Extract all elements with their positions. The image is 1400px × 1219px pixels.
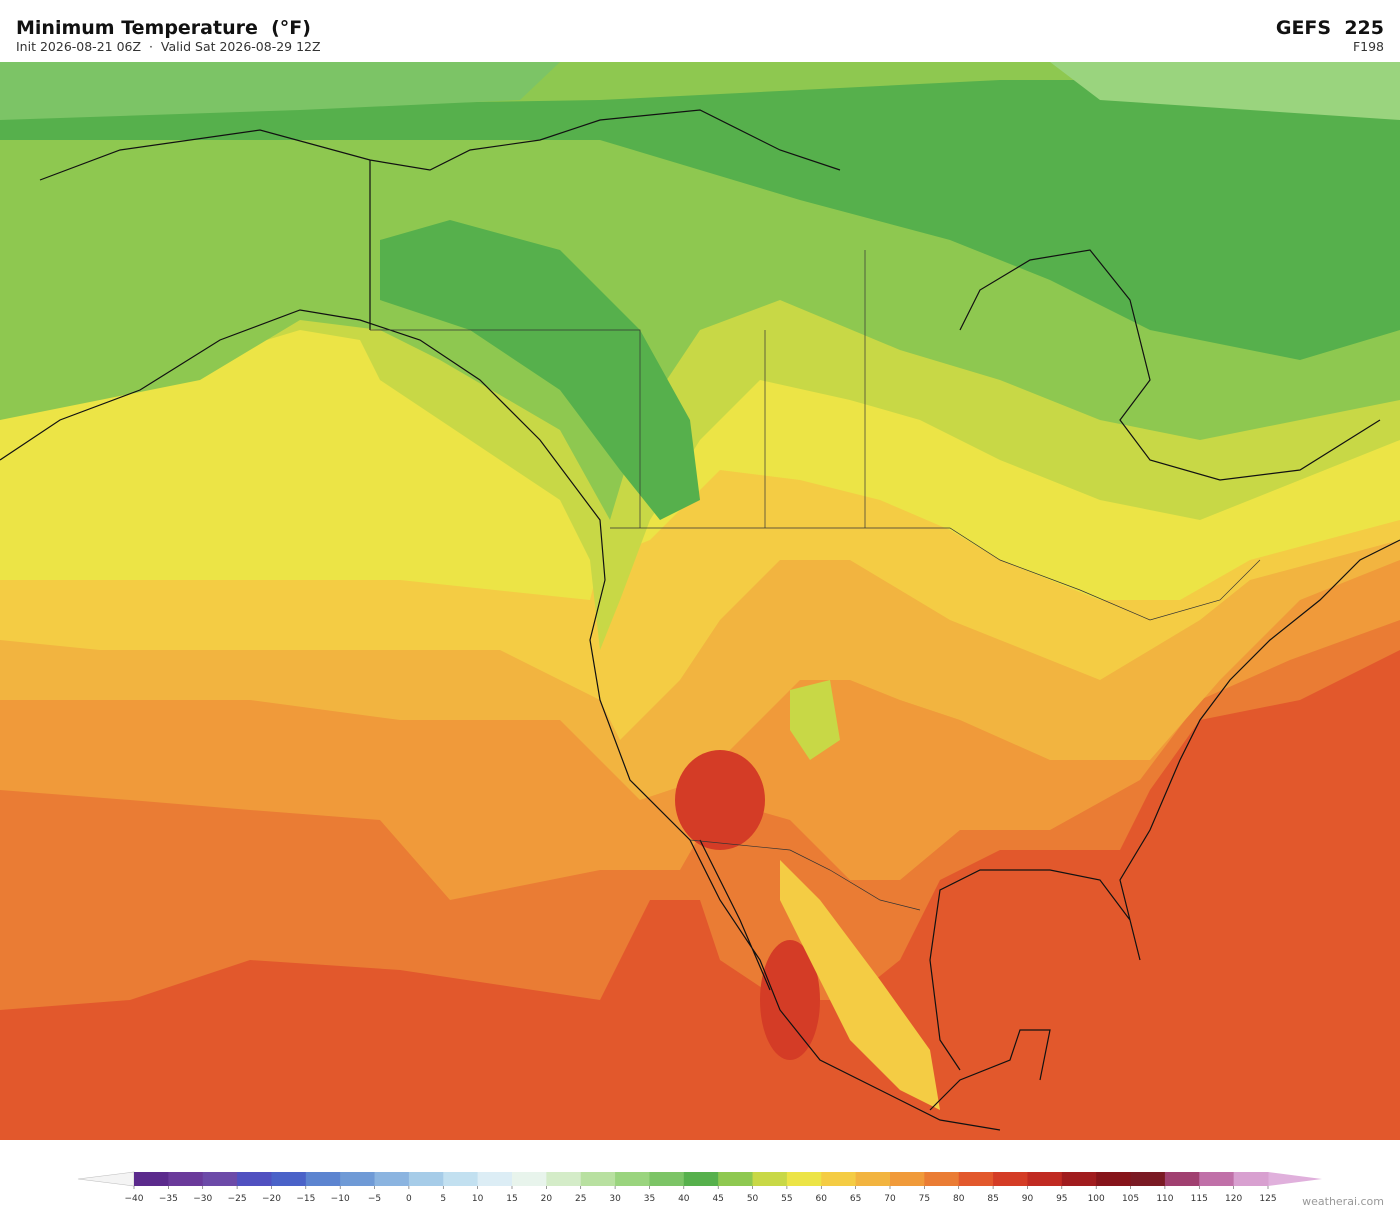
colorbar-box xyxy=(374,1172,410,1186)
map-field xyxy=(790,680,840,760)
colorbar-box xyxy=(958,1172,994,1186)
colorbar-tick-label: −30 xyxy=(193,1194,212,1204)
subtitle: Init 2026-08-21 06Z · Valid Sat 2026-08-… xyxy=(16,39,321,54)
colorbar-box xyxy=(1061,1172,1097,1186)
colorbar-tick-label: 35 xyxy=(644,1194,655,1204)
colorbar-tick-label: 90 xyxy=(1022,1194,1034,1204)
colorbar-box xyxy=(340,1172,376,1186)
colorbar-box xyxy=(237,1172,272,1186)
colorbar-tick-label: 70 xyxy=(884,1194,896,1204)
map-field xyxy=(380,220,700,520)
colorbar-box xyxy=(168,1172,204,1186)
colorbar-over xyxy=(1268,1172,1322,1186)
colorbar-tick-label: 45 xyxy=(712,1194,723,1204)
colorbar-tick-label: 5 xyxy=(440,1194,446,1204)
map-field xyxy=(780,860,940,1110)
colorbar-tick-label: 30 xyxy=(609,1194,621,1204)
colorbar-box xyxy=(1233,1172,1269,1186)
colorbar-tick-label: −10 xyxy=(331,1194,350,1204)
colorbar-tick-label: 40 xyxy=(678,1194,690,1204)
colorbar-box xyxy=(752,1172,788,1186)
colorbar-tick-label: 80 xyxy=(953,1194,965,1204)
colorbar-box xyxy=(546,1172,582,1186)
colorbar-tick-label: −25 xyxy=(228,1194,247,1204)
colorbar-box xyxy=(580,1172,616,1186)
colorbar-tick-label: 115 xyxy=(1191,1194,1208,1204)
colorbar-box xyxy=(305,1172,341,1186)
colorbar-box xyxy=(202,1172,238,1186)
model: GEFS 225 xyxy=(1276,17,1384,39)
colorbar-tick-label: 60 xyxy=(816,1194,828,1204)
colorbar-box xyxy=(1027,1172,1063,1186)
colorbar-tick-label: 110 xyxy=(1156,1194,1173,1204)
colorbar-tick-label: 25 xyxy=(575,1194,586,1204)
colorbar-tick-label: 55 xyxy=(781,1194,792,1204)
colorbar-tick-label: 50 xyxy=(747,1194,759,1204)
map-field xyxy=(0,80,1400,360)
colorbar: −40 −35 −30 −25 −20 −15 −10 −5 0 5 10 15 20 25 30 35 40 4… xyxy=(77,1171,1322,1204)
colorbar-tick-label: 100 xyxy=(1088,1194,1105,1204)
colorbar-box xyxy=(408,1172,444,1186)
colorbar-box xyxy=(683,1172,719,1186)
colorbar-tick-label: −35 xyxy=(159,1194,178,1204)
colorbar-box xyxy=(890,1172,925,1186)
colorbar-box xyxy=(271,1172,307,1186)
colorbar-box xyxy=(1164,1172,1200,1186)
colorbar-box xyxy=(924,1172,960,1186)
colorbar-box xyxy=(615,1172,650,1186)
forecast-hour: F198 xyxy=(1353,39,1384,54)
colorbar-box xyxy=(512,1172,547,1186)
title: Minimum Temperature (°F) xyxy=(16,17,311,39)
colorbar-tick-label: −5 xyxy=(368,1194,381,1204)
colorbar-box xyxy=(993,1172,1028,1186)
colorbar-box xyxy=(649,1172,685,1186)
colorbar-box xyxy=(134,1172,169,1186)
colorbar-tick-label: −20 xyxy=(262,1194,281,1204)
map-field xyxy=(0,62,560,120)
colorbar-tick-label: 75 xyxy=(919,1194,930,1204)
colorbar-box xyxy=(1199,1172,1235,1186)
colorbar-tick-label: 85 xyxy=(987,1194,998,1204)
colorbar-box xyxy=(718,1172,754,1186)
colorbar-box xyxy=(1096,1172,1132,1186)
colorbar-tick-label: −40 xyxy=(125,1194,144,1204)
colorbar-box xyxy=(1130,1172,1166,1186)
watermark: weatherai.com xyxy=(1302,1195,1384,1208)
colorbar-box xyxy=(443,1172,479,1186)
colorbar-tick-label: 65 xyxy=(850,1194,861,1204)
colorbar-tick-label: 10 xyxy=(472,1194,484,1204)
colorbar-tick-label: 15 xyxy=(506,1194,517,1204)
colorbar-under xyxy=(77,1171,135,1187)
colorbar-box xyxy=(821,1172,857,1186)
map-field xyxy=(675,750,765,850)
colorbar-tick-label: 20 xyxy=(541,1194,553,1204)
colorbar-tick-label: 95 xyxy=(1056,1194,1067,1204)
colorbar-box xyxy=(786,1172,822,1186)
map-field xyxy=(1050,62,1400,120)
map-field xyxy=(760,940,820,1060)
colorbar-box xyxy=(855,1172,891,1186)
map xyxy=(0,62,1400,1140)
colorbar-tick-label: 120 xyxy=(1225,1194,1242,1204)
coastline xyxy=(0,109,1400,1131)
border xyxy=(370,250,1261,911)
colorbar-tick-label: −15 xyxy=(296,1194,315,1204)
colorbar-box xyxy=(477,1172,513,1186)
colorbar-tick-label: 125 xyxy=(1259,1194,1276,1204)
colorbar-tick-label: 105 xyxy=(1122,1194,1139,1204)
colorbar-tick-label: 0 xyxy=(406,1194,412,1204)
